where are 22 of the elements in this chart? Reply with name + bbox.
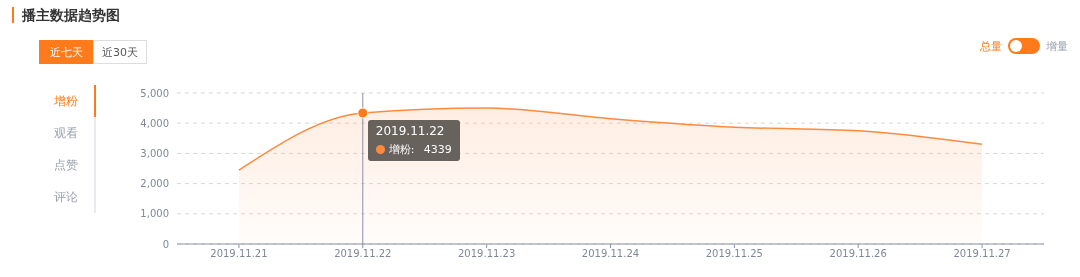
y-tick-label: 1,000 xyxy=(140,208,169,220)
annotation: 2019.11.22 增粉: 4339 xyxy=(375,123,452,157)
y-tick-label: 0 xyxy=(162,238,169,250)
x-tick-label: 2019.11.24 xyxy=(581,248,640,260)
x-tick-label: 2019.11.25 xyxy=(705,248,763,260)
x-tick-label: 2019.11.23 xyxy=(458,248,516,260)
y-tick-label: 5,000 xyxy=(140,87,169,99)
text: 总量 xyxy=(980,38,1002,54)
text: 观看 xyxy=(53,125,79,142)
text: 增粉 xyxy=(40,85,96,117)
y-tick-label: 4,000 xyxy=(140,117,169,129)
chart-title: 播主数据趋势图 xyxy=(12,7,120,23)
x-tick-label: 2019.11.22 xyxy=(334,248,392,260)
y-tick-label: 3,000 xyxy=(140,147,169,159)
x-tick-label: 2019.11.21 xyxy=(210,248,268,260)
y-tick-label: 2,000 xyxy=(140,178,169,190)
x-tick-label: 2019.11.27 xyxy=(953,248,1011,260)
text: 点赞 xyxy=(53,157,79,174)
x-tick-label: 2019.11.26 xyxy=(829,248,887,260)
text: 增量 xyxy=(1046,38,1068,54)
range-buttons: 近七天 近30天 xyxy=(39,40,147,64)
text: 评论 xyxy=(53,189,79,206)
